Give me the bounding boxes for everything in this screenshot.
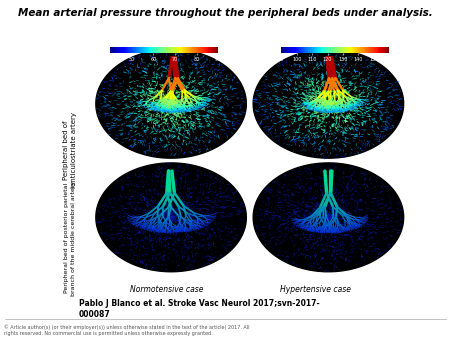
Polygon shape [96, 163, 246, 272]
Polygon shape [253, 49, 404, 158]
Text: Pablo J Blanco et al. Stroke Vasc Neurol 2017;svn-2017-
000087: Pablo J Blanco et al. Stroke Vasc Neurol… [79, 299, 320, 318]
Text: Hypertensive case: Hypertensive case [279, 285, 351, 294]
Text: MAP (mmHg): MAP (mmHg) [147, 41, 182, 46]
Text: MAP (mmHg): MAP (mmHg) [318, 41, 353, 46]
Polygon shape [253, 163, 404, 272]
Text: Mean arterial pressure throughout the peripheral beds under analysis.: Mean arterial pressure throughout the pe… [18, 8, 432, 19]
Text: Peripheral bed of
lenticulostriate artery: Peripheral bed of lenticulostriate arter… [63, 113, 77, 188]
Text: Peripheral bed of posterior parietal
branch of the middle cerebral artery: Peripheral bed of posterior parietal bra… [64, 181, 76, 296]
Polygon shape [96, 49, 246, 158]
Text: © Article author(s) (or their employer(s)) unless otherwise stated in the text o: © Article author(s) (or their employer(s… [4, 324, 250, 336]
Text: SVN: SVN [372, 294, 414, 312]
Text: Normotensive case: Normotensive case [130, 285, 203, 294]
